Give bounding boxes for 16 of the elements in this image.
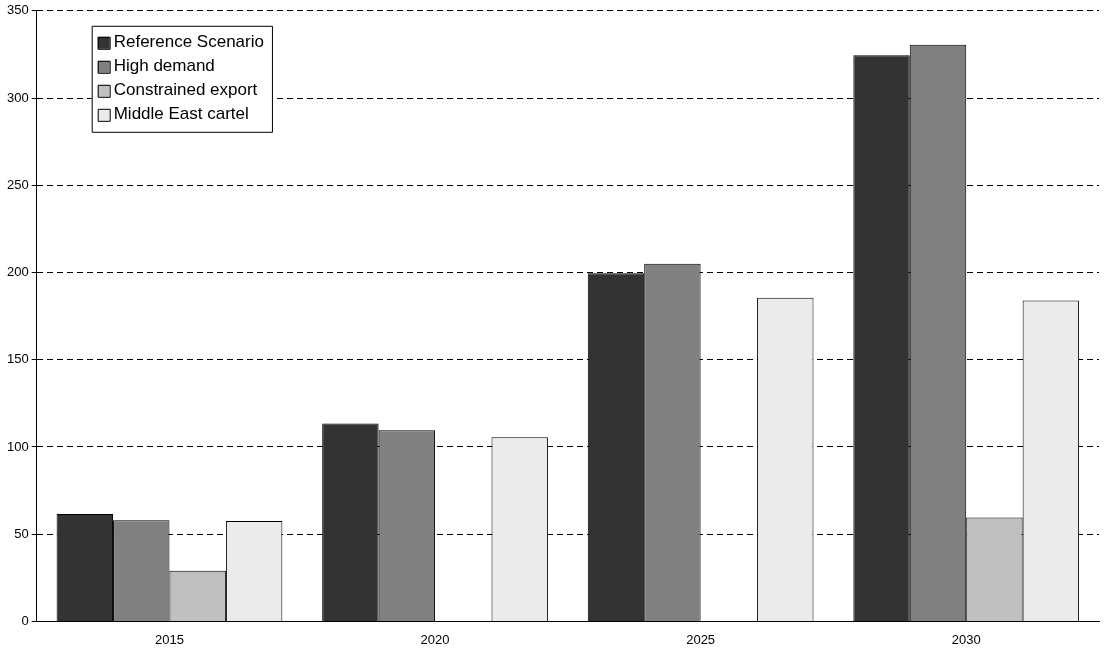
y-tick-label: 200 [6,264,29,280]
legend-label: Reference Scenario [113,32,264,52]
y-tick-label: 150 [6,351,29,367]
x-tick-label: 2030 [951,631,981,647]
x-tick-label: 2015 [155,631,184,647]
legend-label: Constrained export [113,80,258,100]
y-tick-label: 0 [21,612,29,628]
y-tick-label: 350 [6,2,29,18]
x-tick-label: 2020 [420,631,450,647]
y-tick-label: 100 [6,438,29,454]
y-tick-label: 300 [6,89,29,105]
y-tick-label: 50 [14,525,29,541]
x-tick-label: 2025 [686,631,716,647]
legend-label: Middle East cartel [113,104,249,124]
y-tick-label: 250 [6,176,29,192]
legend-label: High demand [113,56,215,76]
